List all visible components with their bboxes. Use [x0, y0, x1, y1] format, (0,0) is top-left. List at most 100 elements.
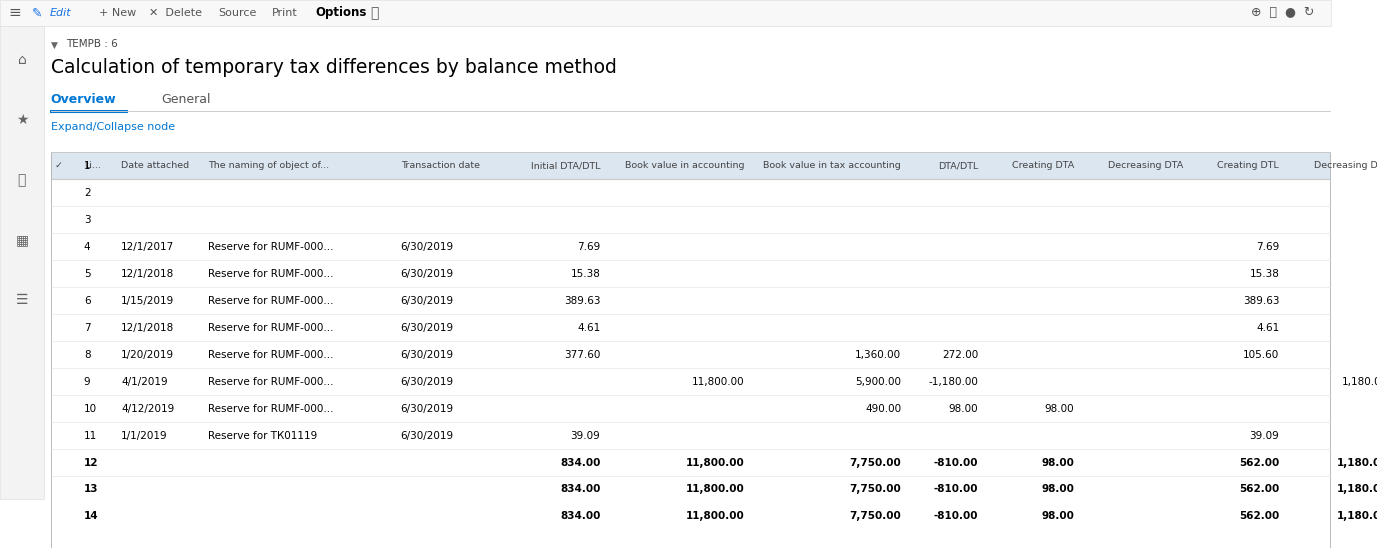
Text: 11,800.00: 11,800.00 — [691, 376, 744, 386]
Text: DTA/DTL: DTA/DTL — [938, 161, 979, 170]
Bar — [51, 152, 1330, 179]
Text: 1,180.00: 1,180.00 — [1343, 376, 1377, 386]
Text: 1,180.00: 1,180.00 — [1337, 458, 1377, 467]
Text: Book value in tax accounting: Book value in tax accounting — [763, 161, 901, 170]
Text: Source: Source — [219, 8, 256, 18]
Text: Edit: Edit — [50, 8, 70, 18]
Bar — [0, 26, 44, 499]
Text: 98.00: 98.00 — [1041, 458, 1074, 467]
Text: 4.61: 4.61 — [577, 323, 600, 333]
Text: 12/1/2017: 12/1/2017 — [121, 242, 175, 252]
Text: 4/1/2019: 4/1/2019 — [121, 376, 168, 386]
Bar — [51, 260, 1330, 287]
Text: 105.60: 105.60 — [1243, 350, 1279, 359]
Text: 4.61: 4.61 — [1256, 323, 1279, 333]
Text: 8: 8 — [84, 350, 91, 359]
Text: 6/30/2019: 6/30/2019 — [401, 350, 454, 359]
Text: -810.00: -810.00 — [934, 511, 979, 522]
Text: 12/1/2018: 12/1/2018 — [121, 269, 175, 279]
Text: Reserve for RUMF-000...: Reserve for RUMF-000... — [208, 242, 333, 252]
Text: 5,900.00: 5,900.00 — [855, 376, 901, 386]
Text: TEMPB : 6: TEMPB : 6 — [66, 39, 118, 49]
Text: ⏱: ⏱ — [18, 173, 26, 187]
Text: Reserve for RUMF-000...: Reserve for RUMF-000... — [208, 323, 333, 333]
Bar — [51, 368, 1330, 395]
Text: Expand/Collapse node: Expand/Collapse node — [51, 122, 175, 133]
Text: 98.00: 98.00 — [1045, 403, 1074, 414]
Text: 12: 12 — [84, 458, 98, 467]
Bar — [51, 206, 1330, 233]
Bar — [51, 152, 1330, 179]
Text: ☰: ☰ — [15, 293, 28, 307]
Text: Reserve for RUMF-000...: Reserve for RUMF-000... — [208, 376, 333, 386]
Text: ▦: ▦ — [15, 233, 29, 247]
Bar — [51, 395, 1330, 422]
Text: 10: 10 — [84, 403, 96, 414]
Text: 562.00: 562.00 — [1239, 458, 1279, 467]
Text: 6/30/2019: 6/30/2019 — [401, 403, 454, 414]
Text: Reserve for ТК01119: Reserve for ТК01119 — [208, 431, 317, 441]
Text: -810.00: -810.00 — [934, 458, 979, 467]
Text: Li...: Li... — [84, 161, 101, 170]
Text: 7.69: 7.69 — [577, 242, 600, 252]
Text: Book value in accounting: Book value in accounting — [625, 161, 744, 170]
Text: Reserve for RUMF-000...: Reserve for RUMF-000... — [208, 296, 333, 306]
Text: 490.00: 490.00 — [865, 403, 901, 414]
Text: 2: 2 — [84, 188, 91, 198]
Bar — [51, 503, 1330, 530]
Text: 7,750.00: 7,750.00 — [850, 484, 901, 494]
Text: General: General — [161, 93, 211, 106]
Text: 834.00: 834.00 — [560, 458, 600, 467]
Text: 562.00: 562.00 — [1239, 511, 1279, 522]
Text: 1,360.00: 1,360.00 — [855, 350, 901, 359]
Bar — [51, 341, 1330, 368]
Text: Date attached: Date attached — [121, 161, 189, 170]
Text: ▼: ▼ — [51, 41, 58, 49]
Text: Reserve for RUMF-000...: Reserve for RUMF-000... — [208, 269, 333, 279]
Text: 1: 1 — [84, 161, 91, 171]
Bar — [51, 152, 1330, 548]
Text: 6/30/2019: 6/30/2019 — [401, 376, 454, 386]
Text: 1,180.00: 1,180.00 — [1337, 511, 1377, 522]
Text: ✎: ✎ — [32, 7, 43, 20]
Text: 7,750.00: 7,750.00 — [850, 511, 901, 522]
Text: 834.00: 834.00 — [560, 484, 600, 494]
Bar — [0, 0, 1332, 26]
Text: 389.63: 389.63 — [1242, 296, 1279, 306]
Text: 12/1/2018: 12/1/2018 — [121, 323, 175, 333]
Text: 13: 13 — [84, 484, 98, 494]
Bar — [51, 449, 1330, 476]
Text: ✓: ✓ — [55, 161, 62, 170]
Text: 11,800.00: 11,800.00 — [686, 511, 744, 522]
Text: 1/15/2019: 1/15/2019 — [121, 296, 175, 306]
Text: Print: Print — [271, 8, 297, 18]
Text: 98.00: 98.00 — [1041, 484, 1074, 494]
Text: Creating DTA: Creating DTA — [1012, 161, 1074, 170]
Text: ⊕  ⓘ  ●  ↻: ⊕ ⓘ ● ↻ — [1252, 7, 1315, 20]
Text: ⌕: ⌕ — [370, 6, 379, 20]
Text: 98.00: 98.00 — [949, 403, 979, 414]
Text: 1,180.00: 1,180.00 — [1337, 484, 1377, 494]
Bar — [51, 179, 1330, 206]
Text: Decreasing DTL: Decreasing DTL — [1314, 161, 1377, 170]
Text: Reserve for RUMF-000...: Reserve for RUMF-000... — [208, 350, 333, 359]
Text: 6/30/2019: 6/30/2019 — [401, 269, 454, 279]
Text: Decreasing DTA: Decreasing DTA — [1108, 161, 1183, 170]
Text: 389.63: 389.63 — [563, 296, 600, 306]
Text: 11: 11 — [84, 431, 98, 441]
Text: + New: + New — [99, 8, 136, 18]
Text: The naming of object of...: The naming of object of... — [208, 161, 329, 170]
Text: ★: ★ — [15, 113, 28, 127]
Text: -810.00: -810.00 — [934, 484, 979, 494]
Text: ✕  Delete: ✕ Delete — [149, 8, 202, 18]
Text: 98.00: 98.00 — [1041, 511, 1074, 522]
Text: -1,180.00: -1,180.00 — [928, 376, 979, 386]
Text: 4: 4 — [84, 242, 91, 252]
Text: 562.00: 562.00 — [1239, 484, 1279, 494]
Text: 7: 7 — [84, 323, 91, 333]
Text: 6/30/2019: 6/30/2019 — [401, 242, 454, 252]
Text: 377.60: 377.60 — [565, 350, 600, 359]
Text: 3: 3 — [84, 215, 91, 225]
Text: Creating DTL: Creating DTL — [1217, 161, 1279, 170]
Text: 11,800.00: 11,800.00 — [686, 458, 744, 467]
